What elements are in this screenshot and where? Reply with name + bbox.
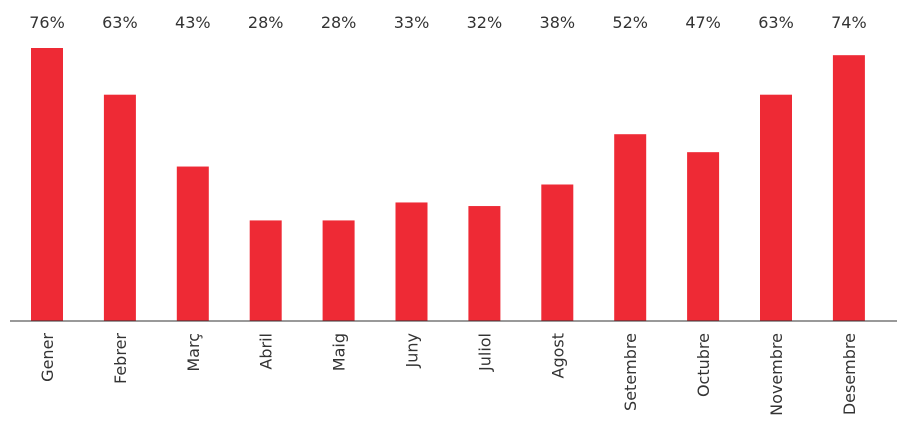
bar	[103, 94, 136, 322]
value-label: 38%	[540, 13, 576, 32]
value-label: 28%	[248, 13, 284, 32]
bar	[249, 220, 282, 321]
x-tick-label: Febrer	[111, 333, 130, 384]
value-label: 47%	[685, 13, 721, 32]
x-tick-label: Octubre	[694, 333, 713, 397]
bar	[31, 48, 63, 321]
bar	[832, 55, 865, 322]
x-tick-label: Novembre	[767, 333, 786, 416]
bar	[541, 184, 574, 321]
x-tick-label: Agost	[548, 333, 567, 379]
bar	[468, 206, 501, 321]
value-label: 43%	[175, 13, 211, 32]
x-tick-label: Juny	[403, 333, 422, 368]
value-label: 63%	[102, 13, 138, 32]
value-label: 63%	[758, 13, 794, 32]
value-label: 76%	[29, 13, 65, 32]
x-tick-label: Setembre	[621, 333, 640, 411]
value-label: 74%	[831, 13, 867, 32]
x-tick-label: Desembre	[840, 333, 859, 415]
bar	[176, 166, 209, 321]
value-label: 52%	[612, 13, 648, 32]
x-tick-label: Maig	[330, 333, 349, 371]
value-label: 32%	[467, 13, 503, 32]
x-tick-label: Març	[184, 333, 203, 372]
x-tick-label: Juliol	[475, 333, 494, 372]
bar	[322, 220, 355, 321]
bar	[395, 202, 428, 321]
bar	[687, 152, 720, 321]
x-tick-label: Abril	[257, 333, 276, 370]
bar	[760, 94, 792, 322]
x-tick-label: Gener	[38, 333, 57, 382]
value-label: 28%	[321, 13, 357, 32]
value-label: 33%	[394, 13, 430, 32]
bar	[614, 134, 647, 321]
